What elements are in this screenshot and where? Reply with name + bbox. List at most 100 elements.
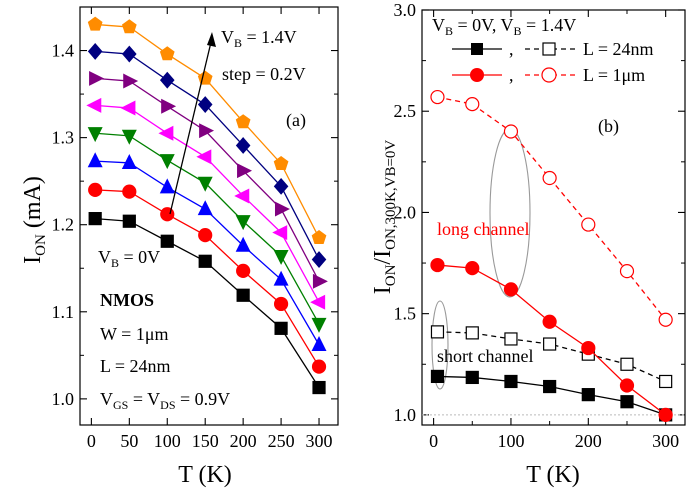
panel-b-series-1-point <box>543 337 557 351</box>
panel-a-series-2-point <box>87 152 103 168</box>
panel-b: 0 100 200 300 1.0 1.5 2.0 2.5 3.0 ION/ION,300K,V… <box>370 0 686 488</box>
panel-a-series-5-point <box>161 98 177 114</box>
panel-b-xtick-label: 0 <box>429 431 438 451</box>
legend-title: VB = 0V, VB = 1.4V <box>432 15 576 38</box>
panel-b-ylabel-a-sub: ON <box>383 264 399 286</box>
panel-a-series-7-point <box>87 16 103 31</box>
panel-b-label: (b) <box>598 116 619 137</box>
panel-a-series-6-point <box>311 251 327 268</box>
panel-a-series-5-point <box>123 73 139 89</box>
panel-a-series-2-point <box>197 200 213 216</box>
legend-marker-black-filled <box>471 43 483 55</box>
vb-bottom-main: V <box>98 247 111 267</box>
panel-b-series-2-point <box>658 407 673 422</box>
legend-title-b-sub: B <box>514 24 522 38</box>
panel-b-ticks: 0 100 200 300 1.0 1.5 2.0 2.5 3.0 <box>394 0 685 451</box>
panel-a-ylabel-main: I <box>20 256 46 264</box>
panel-a-series-4-point <box>158 125 174 141</box>
panel-a-ytick-label: 1.3 <box>52 128 75 148</box>
panel-b-series-1-point <box>620 357 634 371</box>
panel-b-ylabel-a: I <box>370 286 396 294</box>
panel-a-series-1-point <box>160 207 175 222</box>
panel-b-series-3-line <box>437 96 667 321</box>
panel-a-series-7-point <box>235 114 251 129</box>
panel-a-series-6-point <box>235 137 251 154</box>
panel-a-series-7-point <box>311 230 327 245</box>
panel-a-series-1-point <box>311 359 327 374</box>
panel-a-series-1-point <box>198 228 213 243</box>
panel-b-series-0-point <box>504 374 518 389</box>
panel-b-series-1-point <box>465 326 479 340</box>
long-channel-label: long channel <box>437 219 529 239</box>
panel-b-series-2-point <box>430 257 445 273</box>
panel-a-series <box>86 16 328 395</box>
panel-b-ytick-label: 1.5 <box>394 304 417 324</box>
panel-b-series-3-point <box>619 264 635 279</box>
panel-a-series-0-point <box>312 380 326 395</box>
panel-a-series-3-point <box>273 249 289 265</box>
panel-b-xtick-label: 200 <box>575 431 602 451</box>
panel-a-ticks: 0 50 100 150 200 250 300 1.0 1.1 1.2 1.3 1.4 <box>52 7 338 451</box>
panel-a-frame <box>79 6 339 426</box>
panel-a-series-6-point <box>87 42 103 60</box>
device-label: NMOS <box>100 290 154 310</box>
legend-entry-1um: L = 1μm <box>583 65 645 85</box>
panel-b-series-1-point <box>430 325 445 339</box>
panel-b-series-2-point <box>619 378 635 393</box>
long-channel-ellipse <box>489 128 531 298</box>
panel-a-series-0-point <box>274 321 288 335</box>
panel-b-xtick-label: 300 <box>652 431 679 451</box>
vb-top-rest: = 1.4V <box>242 27 297 47</box>
panel-b-ylabel-b: /I <box>370 250 396 265</box>
panel-b-series-0-point <box>620 395 634 409</box>
panel-b-xtick-label: 100 <box>497 431 524 451</box>
panel-a-ytick-label: 1.2 <box>52 215 75 235</box>
bias-label: VGS = VDS = 0.9V <box>100 389 230 412</box>
vb-arrow-line <box>169 37 213 215</box>
vb-top-sub: B <box>234 36 242 50</box>
panel-a-series-6-point <box>122 45 137 63</box>
panel-a: 0 50 100 150 200 250 300 1.0 1.1 1.2 1.3 1.4 ION (m… <box>20 6 339 488</box>
panel-b-series-0-point <box>430 369 445 384</box>
panel-a-series-4-point <box>310 294 326 310</box>
panel-a-series-4-point <box>196 149 212 165</box>
panel-a-series-4-point <box>272 225 288 241</box>
panel-a-series-2-point <box>235 236 251 252</box>
legend-marker-red-open <box>541 67 557 83</box>
legend-sep-2: , <box>509 65 514 85</box>
panel-a-series-1-point <box>122 184 137 199</box>
panel-a-series-0-point <box>160 234 174 248</box>
panel-a-series-1-point <box>236 263 251 278</box>
panel-b-series-3-point <box>658 312 673 327</box>
panel-a-series-7-point <box>197 70 213 85</box>
panel-a-series-3-point <box>159 154 175 170</box>
panel-a-series-2-point <box>311 336 327 351</box>
step-label: step = 0.2V <box>222 64 306 84</box>
legend-title-c: = 1.4V <box>522 15 577 35</box>
panel-b-series-3-point <box>430 89 445 105</box>
panel-a-series-5-point <box>89 70 105 86</box>
panel-a-series-2-point <box>159 178 175 194</box>
vb-top-label: VB = 1.4V <box>221 27 297 50</box>
legend-sep-1: , <box>509 39 514 59</box>
panel-a-series-3-point <box>235 215 251 231</box>
panel-a-xtick-label: 150 <box>192 431 219 451</box>
panel-a-series-0-point <box>236 288 250 302</box>
short-channel-ellipse <box>431 300 449 390</box>
panel-b-ytick-label: 1.0 <box>394 405 417 425</box>
panel-a-series-1-point <box>273 296 289 312</box>
panel-a-label: (a) <box>286 110 306 131</box>
panel-b-ytick-label: 2.5 <box>394 101 417 121</box>
panel-b-ylabel: ION/ION,300K,VB=0V <box>370 140 399 295</box>
panel-a-series-6-point <box>159 71 175 89</box>
panel-a-series-4-point <box>120 100 136 116</box>
panel-b-series <box>430 89 673 422</box>
panel-a-series-5-point <box>199 123 215 139</box>
bias-a: V <box>100 389 113 409</box>
panel-b-series-0-point <box>581 388 595 402</box>
panel-a-ytick-label: 1.4 <box>52 41 75 61</box>
panel-a-ytick-label: 1.0 <box>52 389 75 409</box>
vb-bottom-sub: B <box>111 256 119 270</box>
legend-marker-red-filled <box>470 68 484 82</box>
